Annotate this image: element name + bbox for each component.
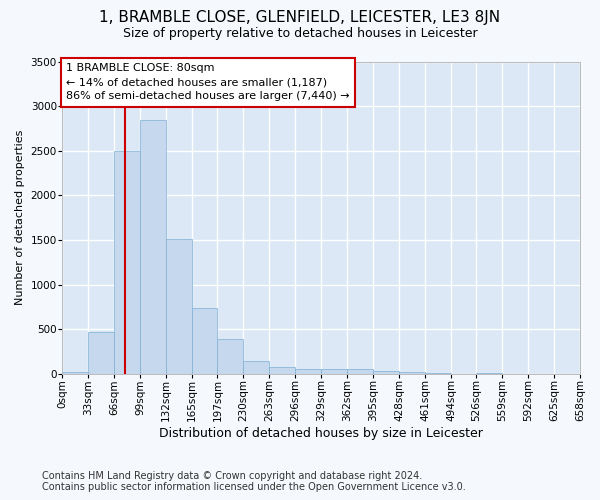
Text: 1 BRAMBLE CLOSE: 80sqm
← 14% of detached houses are smaller (1,187)
86% of semi-: 1 BRAMBLE CLOSE: 80sqm ← 14% of detached… [66, 64, 350, 102]
X-axis label: Distribution of detached houses by size in Leicester: Distribution of detached houses by size … [159, 427, 483, 440]
Bar [269, 367, 295, 374]
Bar [140, 120, 166, 374]
Bar [88, 332, 114, 374]
Bar [347, 369, 373, 374]
Bar [321, 369, 347, 374]
Text: 1, BRAMBLE CLOSE, GLENFIELD, LEICESTER, LE3 8JN: 1, BRAMBLE CLOSE, GLENFIELD, LEICESTER, … [100, 10, 500, 25]
Bar [243, 361, 269, 374]
Bar [399, 372, 425, 374]
Bar [166, 239, 192, 374]
Bar [217, 339, 243, 374]
Bar [192, 308, 217, 374]
Bar [62, 372, 88, 374]
Y-axis label: Number of detached properties: Number of detached properties [15, 130, 25, 306]
Bar [373, 371, 399, 374]
Bar [114, 150, 140, 374]
Text: Size of property relative to detached houses in Leicester: Size of property relative to detached ho… [122, 28, 478, 40]
Bar [295, 369, 321, 374]
Text: Contains HM Land Registry data © Crown copyright and database right 2024.
Contai: Contains HM Land Registry data © Crown c… [42, 471, 466, 492]
